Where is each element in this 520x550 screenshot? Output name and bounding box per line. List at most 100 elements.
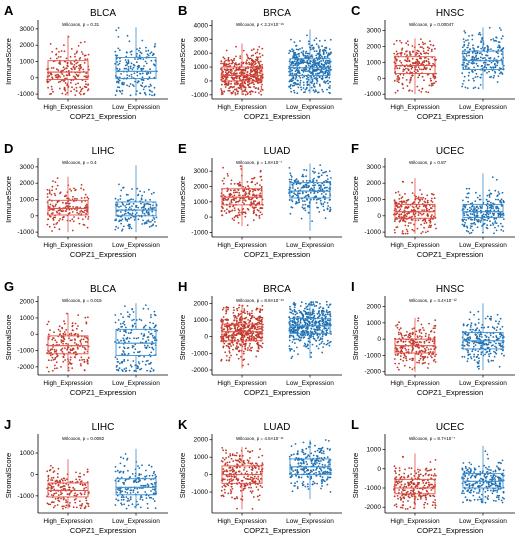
data-point: [69, 349, 72, 352]
data-point: [481, 64, 484, 67]
data-point: [471, 229, 474, 232]
data-point: [503, 201, 505, 204]
data-point: [500, 229, 503, 231]
data-point: [243, 308, 246, 310]
x-tick-label: High_Expression: [43, 104, 93, 111]
data-point: [220, 60, 223, 63]
data-point: [314, 328, 317, 331]
data-point: [489, 192, 492, 195]
data-point: [233, 325, 236, 327]
data-point: [299, 182, 301, 185]
data-point: [326, 208, 329, 211]
data-point: [71, 367, 74, 369]
data-point: [313, 338, 316, 340]
data-point: [417, 214, 420, 216]
data-point: [227, 68, 230, 71]
data-point: [251, 180, 253, 183]
data-point: [486, 72, 488, 74]
data-point: [55, 74, 58, 76]
data-point: [414, 61, 417, 64]
data-point: [236, 307, 238, 310]
data-point: [486, 194, 489, 197]
data-point: [323, 187, 326, 189]
data-point: [220, 319, 222, 322]
x-tick-label: High_Expression: [390, 104, 440, 111]
x-tick-label: Low_Expression: [112, 380, 160, 387]
data-point: [131, 188, 134, 190]
data-point: [315, 180, 318, 182]
data-point: [429, 207, 432, 209]
data-point: [76, 197, 78, 200]
data-point: [486, 54, 489, 57]
data-point: [301, 76, 304, 79]
data-point: [252, 54, 254, 57]
data-point: [489, 76, 491, 79]
data-point: [475, 191, 477, 194]
data-point: [51, 369, 54, 372]
data-point: [147, 72, 150, 75]
data-point: [55, 341, 58, 344]
data-point: [67, 200, 69, 203]
data-point: [46, 323, 49, 326]
data-point: [149, 198, 152, 201]
data-point: [237, 222, 240, 224]
data-point: [118, 49, 121, 52]
data-point: [315, 70, 318, 72]
data-point: [230, 354, 232, 357]
data-point: [67, 203, 70, 205]
data-point: [247, 336, 250, 339]
data-point: [123, 368, 126, 370]
data-point: [417, 197, 419, 200]
data-point: [154, 324, 157, 327]
data-point: [233, 207, 236, 209]
data-point: [297, 320, 300, 323]
data-point: [328, 341, 331, 344]
y-tick-label: -1000: [191, 229, 208, 236]
data-point: [416, 49, 419, 52]
data-point: [472, 62, 475, 65]
data-point: [78, 92, 81, 94]
panel-letter: B: [178, 3, 187, 18]
data-point: [492, 207, 495, 209]
data-point: [245, 53, 248, 56]
data-point: [420, 38, 422, 40]
data-point: [148, 326, 151, 329]
data-point: [295, 55, 298, 58]
data-point: [483, 222, 486, 225]
data-point: [63, 50, 66, 53]
data-point: [238, 63, 241, 65]
data-point: [125, 331, 127, 334]
data-point: [242, 78, 245, 81]
data-point: [123, 67, 126, 70]
data-point: [141, 194, 144, 197]
data-point: [132, 202, 135, 205]
data-point: [80, 187, 82, 190]
data-point: [486, 63, 489, 66]
data-point: [116, 339, 119, 341]
data-point: [400, 61, 403, 64]
data-point: [302, 50, 305, 53]
data-point: [405, 79, 408, 81]
panel-title: HNSC: [436, 284, 464, 295]
data-point: [482, 213, 485, 216]
data-point: [477, 46, 479, 49]
data-point: [467, 196, 469, 199]
data-point: [117, 199, 120, 201]
data-point: [491, 222, 494, 225]
data-point: [69, 356, 72, 359]
data-point: [65, 202, 67, 205]
data-point: [494, 65, 497, 68]
data-point: [326, 88, 328, 91]
data-point: [151, 334, 154, 337]
data-point: [256, 48, 259, 51]
y-tick-label: 0: [204, 334, 208, 341]
data-point: [311, 343, 314, 346]
data-point: [222, 337, 224, 340]
data-point: [311, 54, 313, 56]
data-point: [423, 222, 426, 225]
data-point: [406, 85, 409, 87]
data-point: [233, 333, 236, 336]
data-point: [149, 90, 152, 92]
data-point: [423, 67, 426, 70]
data-point: [123, 353, 126, 355]
